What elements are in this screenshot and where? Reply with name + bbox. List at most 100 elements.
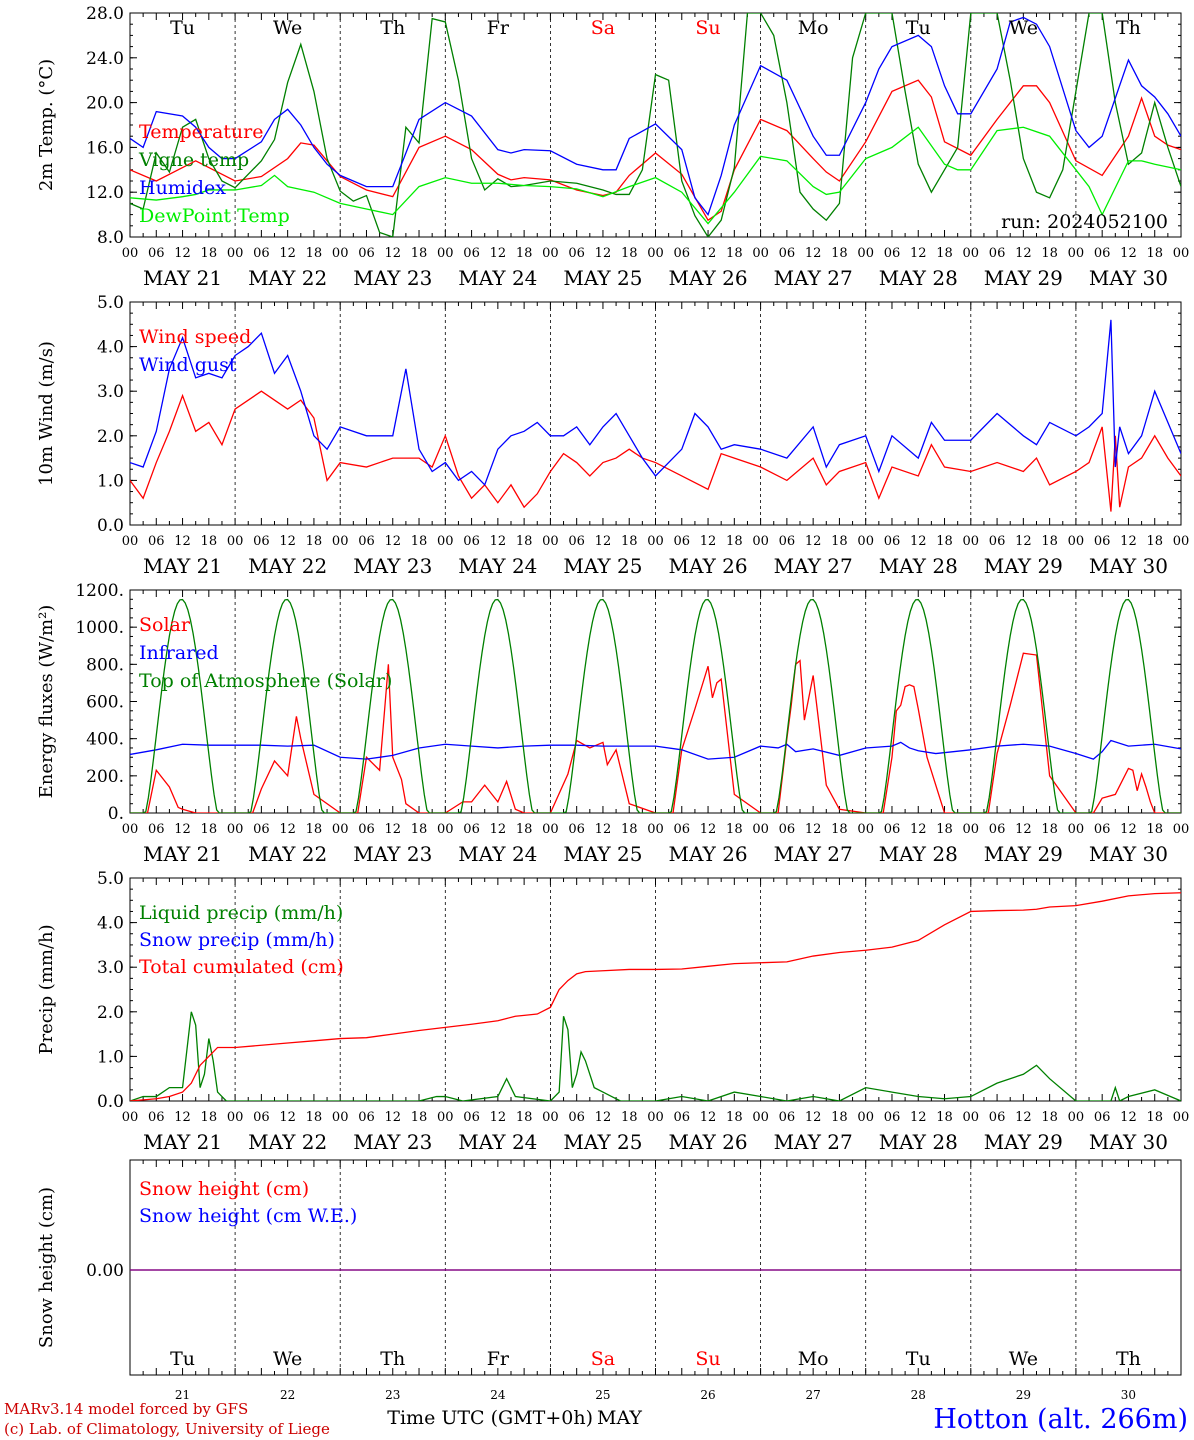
wind-hour-label: 12 (805, 534, 822, 549)
wind-hour-label: 00 (542, 534, 559, 549)
precip-date-label: MAY 27 (774, 1130, 853, 1154)
temperature-legend-dark_green: Vigne temp (138, 149, 249, 171)
precip-date-label: MAY 22 (248, 1130, 327, 1154)
energy-hour-label: 00 (332, 822, 349, 837)
wind-legend-red: Wind speed (139, 326, 251, 348)
precip-hour-label: 12 (700, 1110, 717, 1125)
temperature-hour-label: 06 (358, 246, 375, 261)
weekday-label: Su (695, 17, 720, 39)
temperature-hour-label: 06 (463, 246, 480, 261)
energy-y-tick-label: 800. (86, 655, 124, 675)
temperature-hour-label: 18 (1146, 246, 1163, 261)
energy-hour-label: 00 (542, 822, 559, 837)
snow-weekday-label: Fr (487, 1348, 510, 1370)
temperature-hour-label: 00 (227, 246, 244, 261)
precip-hour-label: 00 (647, 1110, 664, 1125)
temperature-y-tick-label: 16.0 (86, 138, 124, 158)
energy-y-axis-label: Energy fluxes (W/m²) (36, 605, 57, 799)
energy-hour-label: 18 (621, 822, 638, 837)
wind-y-tick-label: 1.0 (97, 471, 124, 491)
precip-hour-label: 06 (463, 1110, 480, 1125)
precip-hour-label: 18 (726, 1110, 743, 1125)
temperature-hour-label: 12 (805, 246, 822, 261)
wind-hour-label: 00 (227, 534, 244, 549)
weekday-label: We (1009, 17, 1038, 39)
precip-hour-label: 06 (568, 1110, 585, 1125)
temperature-hour-label: 00 (963, 246, 980, 261)
temperature-y-tick-label: 28.0 (86, 4, 124, 24)
energy-legend-red: Solar (139, 614, 191, 636)
snow-y-axis-label: Snow height (cm) (36, 1187, 57, 1348)
precip-hour-label: 18 (621, 1110, 638, 1125)
precip-hour-label-end: 00 (1173, 1110, 1190, 1125)
wind-hour-label: 06 (568, 534, 585, 549)
energy-date-label: MAY 26 (668, 842, 747, 866)
energy-y-tick-label: 400. (86, 730, 124, 750)
temperature-hour-label: 06 (568, 246, 585, 261)
snow-weekday-label: Th (380, 1348, 405, 1370)
precip-hour-label: 06 (989, 1110, 1006, 1125)
energy-hour-label: 06 (1094, 822, 1111, 837)
energy-hour-label: 12 (595, 822, 612, 837)
snow-weekday-label: Mo (798, 1348, 829, 1370)
wind-series-red (130, 390, 1181, 512)
wind-date-label: MAY 28 (879, 554, 958, 578)
precip-legend-red: Total cumulated (cm) (139, 956, 344, 978)
precip-y-tick-label: 3.0 (97, 958, 124, 978)
precip-date-label: MAY 30 (1089, 1130, 1168, 1154)
precip-hour-label: 12 (279, 1110, 296, 1125)
wind-legend-blue: Wind gust (139, 354, 237, 376)
temperature-hour-label: 18 (936, 246, 953, 261)
wind-hour-label-end: 00 (1173, 534, 1190, 549)
snow-weekday-label: Tu (170, 1348, 195, 1370)
precip-hour-label: 06 (779, 1110, 796, 1125)
energy-hour-label: 00 (752, 822, 769, 837)
precip-hour-label: 18 (411, 1110, 428, 1125)
run-annotation: run: 2024052100 (1001, 211, 1168, 233)
weekday-label: Tu (906, 17, 931, 39)
energy-hour-label: 06 (358, 822, 375, 837)
temperature-hour-label: 00 (647, 246, 664, 261)
precip-hour-label: 18 (516, 1110, 533, 1125)
precip-hour-label: 06 (1094, 1110, 1111, 1125)
wind-hour-label: 06 (779, 534, 796, 549)
wind-y-axis-label: 10m Wind (m/s) (36, 341, 57, 486)
precip-hour-label: 18 (1041, 1110, 1058, 1125)
energy-legend-blue: Infrared (139, 642, 219, 664)
energy-series-dark_green (130, 598, 1181, 813)
temperature-hour-label: 18 (726, 246, 743, 261)
temperature-hour-label: 12 (1015, 246, 1032, 261)
energy-hour-label: 12 (1120, 822, 1137, 837)
temperature-hour-label: 00 (122, 246, 139, 261)
precip-hour-label: 06 (148, 1110, 165, 1125)
energy-hour-label: 18 (306, 822, 323, 837)
day-number-label: 29 (1016, 1388, 1031, 1402)
day-number-label: 26 (700, 1388, 715, 1402)
energy-date-label: MAY 30 (1089, 842, 1168, 866)
temperature-series-blue (130, 16, 1181, 216)
precip-date-label: MAY 23 (353, 1130, 432, 1154)
temperature-hour-label: 06 (989, 246, 1006, 261)
precip-y-tick-label: 4.0 (97, 914, 124, 934)
wind-hour-label: 06 (253, 534, 270, 549)
energy-hour-label: 12 (174, 822, 191, 837)
snow-weekday-label: Su (695, 1348, 720, 1370)
energy-series-red (130, 652, 1181, 813)
wind-hour-label: 18 (201, 534, 218, 549)
precip-hour-label: 12 (1015, 1110, 1032, 1125)
energy-date-label: MAY 22 (248, 842, 327, 866)
temperature-date-label: MAY 29 (984, 266, 1063, 290)
wind-y-tick-label: 3.0 (97, 382, 124, 402)
wind-date-label: MAY 29 (984, 554, 1063, 578)
temperature-hour-label: 18 (621, 246, 638, 261)
energy-hour-label: 12 (490, 822, 507, 837)
energy-hour-label: 06 (253, 822, 270, 837)
temperature-hour-label: 18 (201, 246, 218, 261)
wind-hour-label: 12 (174, 534, 191, 549)
precip-hour-label: 12 (384, 1110, 401, 1125)
precip-hour-label: 00 (857, 1110, 874, 1125)
temperature-hour-label: 00 (857, 246, 874, 261)
energy-y-tick-label: 600. (86, 693, 124, 713)
wind-date-label: MAY 24 (458, 554, 537, 578)
temperature-hour-label: 12 (700, 246, 717, 261)
